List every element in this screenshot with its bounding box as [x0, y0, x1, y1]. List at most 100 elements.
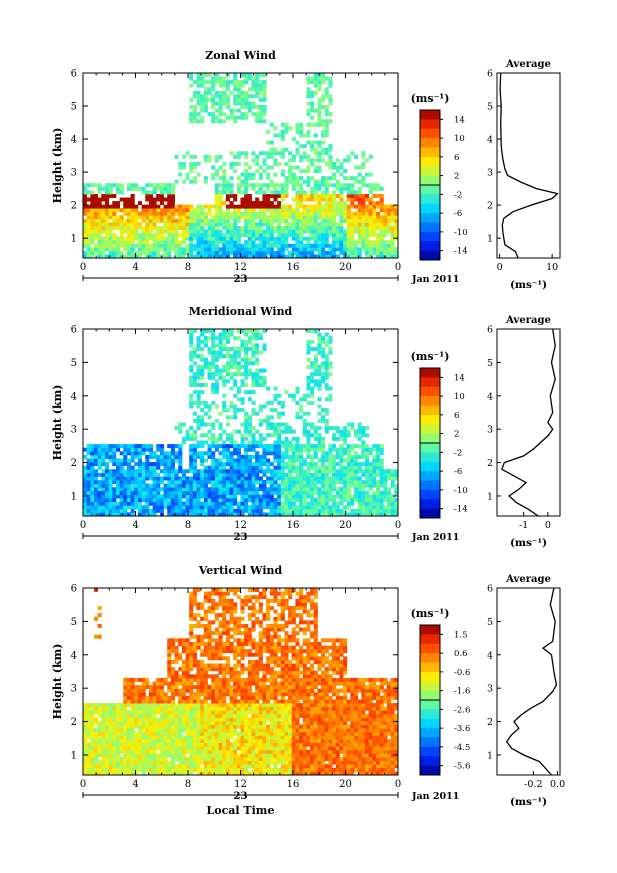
- heatmap-cell: [313, 147, 318, 152]
- heatmap-cell: [324, 225, 329, 230]
- heatmap-cell: [148, 247, 153, 252]
- heatmap-cell: [266, 225, 271, 230]
- heatmap-cell: [225, 329, 230, 333]
- heatmap-cell: [273, 433, 278, 438]
- heatmap-cell: [108, 451, 113, 456]
- heatmap-cell: [181, 422, 186, 427]
- heatmap-cell: [189, 382, 194, 387]
- heatmap-cell: [357, 433, 362, 438]
- heatmap-cell: [112, 713, 117, 718]
- heatmap-cell: [214, 240, 219, 245]
- average-x-tick-label: 0: [497, 262, 503, 273]
- heatmap-cell: [178, 458, 183, 463]
- heatmap-cell: [90, 233, 95, 238]
- heatmap-cell: [196, 472, 201, 477]
- heatmap-cell: [317, 201, 322, 206]
- colorbar-segment: [420, 156, 440, 167]
- heatmap-cell: [240, 197, 245, 202]
- heatmap-cell: [90, 254, 95, 259]
- heatmap-cell: [379, 508, 384, 513]
- heatmap-cell: [207, 501, 212, 506]
- heatmap-cell: [145, 713, 150, 718]
- heatmap-cell: [262, 501, 267, 506]
- heatmap-cell: [262, 233, 267, 238]
- colorbar-segment: [420, 194, 440, 205]
- heatmap-cell: [280, 151, 285, 156]
- heatmap-cell: [288, 501, 293, 506]
- heatmap-cell: [390, 254, 395, 259]
- heatmap-cell: [141, 186, 146, 191]
- heatmap-cell: [368, 208, 373, 213]
- heatmap-cell: [192, 483, 197, 488]
- heatmap-cell: [156, 498, 161, 503]
- heatmap-cell: [273, 501, 278, 506]
- heatmap-cell: [126, 695, 132, 700]
- heatmap-cell: [361, 429, 366, 434]
- heatmap-cell: [207, 158, 212, 163]
- heatmap-cell: [170, 193, 175, 198]
- heatmap-cell: [123, 695, 128, 700]
- heatmap-cell: [310, 250, 315, 255]
- heatmap-cell: [365, 172, 370, 177]
- heatmap-cell: [222, 97, 227, 102]
- heatmap-cell: [295, 250, 300, 255]
- heatmap-cell: [152, 250, 157, 255]
- heatmap-cell: [262, 105, 267, 109]
- heatmap-cell: [251, 390, 256, 395]
- heatmap-cell: [152, 190, 157, 195]
- heatmap-cell: [101, 483, 106, 488]
- heatmap-cell: [291, 211, 296, 216]
- heatmap-cell: [258, 222, 263, 227]
- heatmap-cell: [258, 218, 263, 223]
- heatmap-cell: [203, 80, 208, 85]
- heatmap-cell: [86, 233, 91, 238]
- heatmap-cell: [251, 354, 256, 359]
- heatmap-cell: [214, 501, 219, 506]
- heatmap-cell: [148, 749, 153, 754]
- heatmap-cell: [123, 243, 128, 248]
- heatmap-cell: [236, 512, 241, 517]
- heatmap-cell: [174, 472, 179, 477]
- heatmap-cell: [134, 225, 139, 230]
- heatmap-cell: [93, 731, 99, 736]
- heatmap-cell: [196, 368, 201, 373]
- heatmap-cell: [148, 204, 153, 209]
- heatmap-cell: [192, 215, 197, 220]
- heatmap-cell: [233, 233, 238, 238]
- heatmap-cell: [321, 76, 326, 81]
- heatmap-cell: [134, 211, 139, 216]
- heatmap-cell: [317, 397, 322, 402]
- heatmap-cell: [148, 724, 153, 729]
- heatmap-cell: [280, 218, 285, 223]
- heatmap-cell: [181, 215, 186, 220]
- heatmap-cell: [302, 197, 307, 202]
- heatmap-cell: [233, 415, 238, 420]
- heatmap-cell: [255, 105, 260, 109]
- heatmap-cell: [214, 372, 219, 377]
- heatmap-cell: [115, 713, 121, 718]
- heatmap-cell: [313, 108, 318, 113]
- heatmap-cell: [368, 469, 373, 474]
- heatmap-cell: [332, 476, 337, 481]
- heatmap-cell: [346, 469, 351, 474]
- heatmap-cell: [372, 447, 377, 452]
- heatmap-cell: [123, 480, 128, 485]
- heatmap-cell: [207, 512, 212, 517]
- heatmap-cell: [277, 204, 282, 209]
- heatmap-cell: [83, 742, 88, 747]
- heatmap-cell: [86, 236, 91, 241]
- heatmap-cell: [167, 767, 172, 772]
- heatmap-cell: [119, 498, 124, 503]
- heatmap-cell: [251, 498, 256, 503]
- heatmap-cell: [368, 447, 373, 452]
- heatmap-cell: [247, 472, 252, 477]
- heatmap-cell: [83, 505, 88, 510]
- heatmap-cell: [104, 233, 110, 238]
- heatmap-cell: [174, 742, 179, 747]
- heatmap-cell: [123, 498, 128, 503]
- heatmap-cell: [141, 225, 146, 230]
- heatmap-cell: [101, 208, 106, 213]
- heatmap-cell: [332, 480, 337, 485]
- heatmap-cell: [112, 215, 117, 220]
- heatmap-cell: [222, 364, 227, 369]
